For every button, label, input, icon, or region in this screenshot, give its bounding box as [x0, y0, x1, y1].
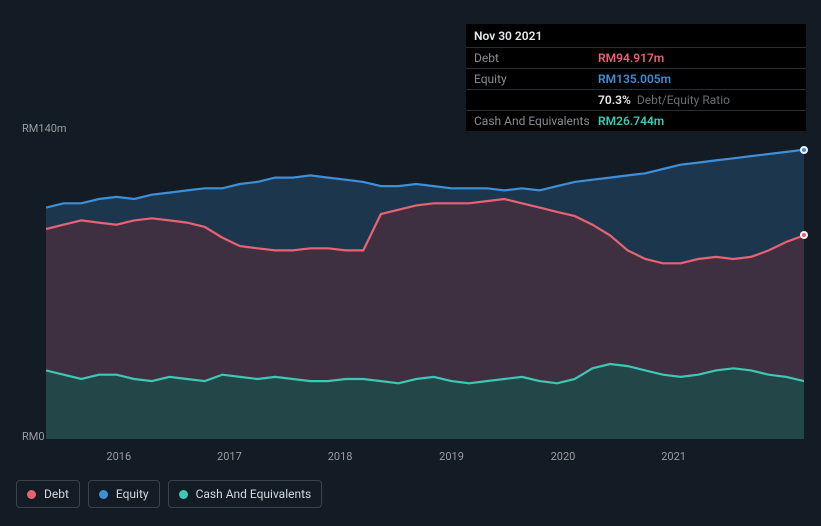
legend-item-debt[interactable]: Debt [16, 480, 80, 508]
legend-label: Debt [44, 487, 69, 501]
tooltip-row-label: Debt [474, 51, 598, 65]
tooltip-row: Cash And EquivalentsRM26.744m [466, 111, 806, 131]
x-axis-labels: 2016 2017 2018 2019 2020 2021 [46, 450, 804, 470]
end-marker-equity [800, 146, 808, 154]
x-axis-label: 2021 [661, 450, 686, 463]
x-axis-label: 2020 [551, 450, 576, 463]
x-axis-label: 2018 [328, 450, 353, 463]
tooltip-row: DebtRM94.917m [466, 48, 806, 69]
tooltip-row-value: RM135.005m [598, 72, 671, 86]
legend-swatch [179, 490, 188, 499]
tooltip-row: 70.3% Debt/Equity Ratio [466, 90, 806, 111]
legend-item-equity[interactable]: Equity [88, 480, 160, 508]
x-axis-label: 2019 [439, 450, 464, 463]
end-marker-debt [800, 231, 808, 239]
tooltip-date: Nov 30 2021 [466, 24, 806, 48]
legend-label: Cash And Equivalents [196, 487, 312, 501]
legend-item-cash-and-equivalents[interactable]: Cash And Equivalents [168, 480, 323, 508]
y-axis-bottom-label: RM0 [22, 430, 45, 443]
tooltip-row-label: Equity [474, 72, 598, 86]
y-axis-top-label: RM140m [22, 122, 67, 135]
tooltip-row-label [474, 93, 598, 107]
tooltip-row-sublabel: Debt/Equity Ratio [637, 93, 730, 107]
tooltip-row-value: RM26.744m [598, 114, 664, 128]
tooltip-row-value: RM94.917m [598, 51, 664, 65]
chart-tooltip: Nov 30 2021 DebtRM94.917mEquityRM135.005… [466, 24, 806, 131]
chart-area: RM140m RM0 [16, 125, 806, 440]
legend-swatch [99, 490, 108, 499]
legend: Debt Equity Cash And Equivalents [16, 480, 322, 508]
chart-plot[interactable] [46, 139, 804, 439]
legend-label: Equity [116, 487, 149, 501]
tooltip-row-value: 70.3% [598, 93, 631, 107]
x-axis-label: 2016 [106, 450, 131, 463]
tooltip-row-label: Cash And Equivalents [474, 114, 598, 128]
financial-chart-panel: Nov 30 2021 DebtRM94.917mEquityRM135.005… [0, 0, 821, 526]
x-axis-label: 2017 [217, 450, 242, 463]
tooltip-row: EquityRM135.005m [466, 69, 806, 90]
legend-swatch [27, 490, 36, 499]
